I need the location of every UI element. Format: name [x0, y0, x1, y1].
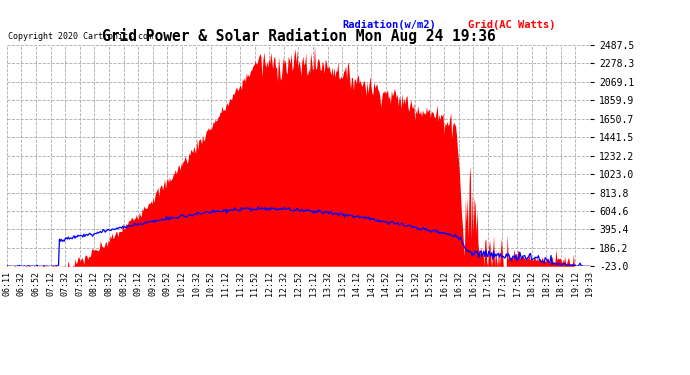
Title: Grid Power & Solar Radiation Mon Aug 24 19:36: Grid Power & Solar Radiation Mon Aug 24 …: [101, 28, 495, 44]
Text: Grid(AC Watts): Grid(AC Watts): [468, 20, 555, 30]
Text: Radiation(w/m2): Radiation(w/m2): [342, 20, 436, 30]
Text: Copyright 2020 Cartronics.com: Copyright 2020 Cartronics.com: [8, 32, 153, 41]
